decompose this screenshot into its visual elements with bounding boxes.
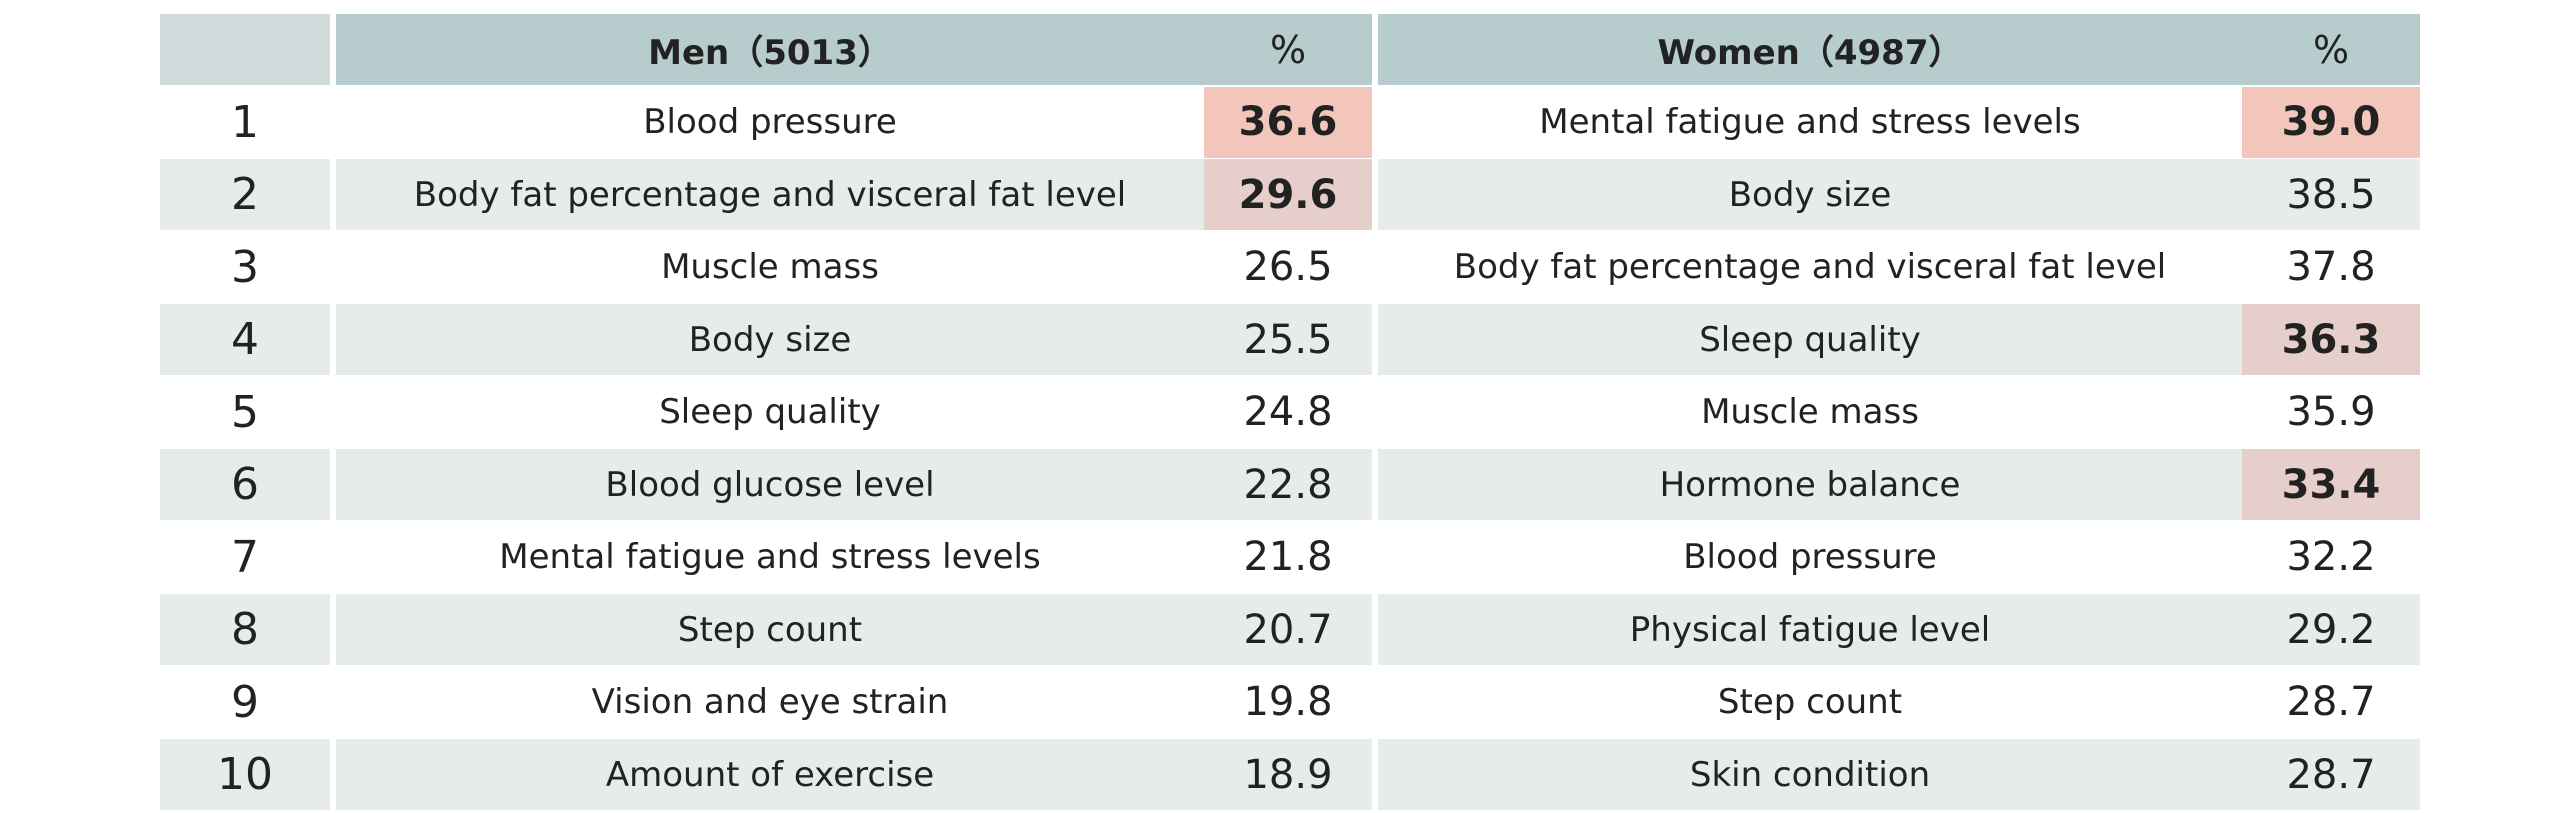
table-row: 1 Blood pressure 36.6 Mental fatigue and st… (160, 86, 2420, 158)
men-pct-cell: 22.8 (1204, 449, 1372, 520)
men-item-cell: Step count (336, 594, 1204, 665)
women-pct-cell: 28.7 (2286, 679, 2376, 725)
men-pct-cell: 18.9 (1204, 739, 1372, 810)
table-row: 6 Blood glucose level 22.8 Hormone balance 3… (160, 449, 2420, 520)
women-item-cell: Body size (1378, 159, 2242, 230)
table-row: 5 Sleep quality 24.8 Muscle mass 35.9 (160, 377, 2420, 448)
men-item-cell: Body size (336, 304, 1204, 375)
women-item-cell: Skin condition (1378, 739, 2242, 810)
table-row: 4 Body size 25.5 Sleep quality 36.3 (160, 304, 2420, 375)
men-item-cell: Muscle mass (661, 247, 879, 287)
rank-cell: 9 (231, 676, 259, 728)
women-pct-cell: 35.9 (2286, 389, 2376, 435)
women-pct-cell: 39.0 (2242, 86, 2420, 158)
rank-cell: 4 (160, 304, 330, 375)
women-item-cell: Physical fatigue level (1378, 594, 2242, 665)
rank-cell: 5 (231, 386, 259, 438)
women-pct-header: % (2242, 14, 2420, 85)
table-row: 9 Vision and eye strain 19.8 Step count 28.7 (160, 667, 2420, 738)
men-item-cell: Amount of exercise (336, 739, 1204, 810)
men-pct-cell: 36.6 (1204, 86, 1372, 158)
men-item-cell: Blood pressure (643, 102, 897, 142)
men-pct-cell: 21.8 (1243, 534, 1333, 580)
rank-cell: 8 (160, 594, 330, 665)
women-item-cell: Body fat percentage and visceral fat lev… (1453, 247, 2167, 287)
table-row: 10 Amount of exercise 18.9 Skin condition 28… (160, 739, 2420, 810)
men-pct-cell: 24.8 (1243, 389, 1333, 435)
rank-cell: 3 (231, 241, 259, 293)
women-item-cell: Step count (1717, 682, 1903, 722)
men-pct-header: % (1204, 14, 1372, 85)
men-pct-cell: 29.6 (1204, 159, 1372, 230)
women-item-cell: Mental fatigue and stress levels (1539, 102, 2081, 142)
women-pct-cell: 28.7 (2242, 739, 2420, 810)
header-row: Men（5013） % Women（4987） % (160, 14, 2420, 85)
women-pct-cell: 29.2 (2242, 594, 2420, 665)
women-header: Women（4987） (1378, 14, 2242, 85)
men-item-cell: Mental fatigue and stress levels (499, 537, 1041, 577)
rank-cell: 2 (160, 159, 330, 230)
men-item-cell: Sleep quality (659, 392, 881, 432)
women-pct-cell: 33.4 (2242, 449, 2420, 520)
men-header: Men（5013） (336, 14, 1204, 85)
men-item-cell: Body fat percentage and visceral fat lev… (336, 159, 1204, 230)
women-item-cell: Hormone balance (1378, 449, 2242, 520)
rank-cell: 10 (160, 739, 330, 810)
rank-cell: 6 (160, 449, 330, 520)
women-pct-cell: 32.2 (2286, 534, 2376, 580)
women-item-cell: Muscle mass (1701, 392, 1919, 432)
women-pct-cell: 37.8 (2286, 244, 2376, 290)
men-pct-cell: 19.8 (1243, 679, 1333, 725)
women-pct-cell: 36.3 (2242, 304, 2420, 375)
rank-cell: 1 (231, 96, 259, 148)
women-pct-cell: 38.5 (2242, 159, 2420, 230)
women-item-cell: Sleep quality (1378, 304, 2242, 375)
women-item-cell: Blood pressure (1683, 537, 1937, 577)
table-row: 3 Muscle mass 26.5 Body fat percentage and … (160, 232, 2420, 303)
men-pct-cell: 20.7 (1204, 594, 1372, 665)
men-item-cell: Vision and eye strain (591, 682, 949, 722)
men-item-cell: Blood glucose level (336, 449, 1204, 520)
men-pct-cell: 26.5 (1243, 244, 1333, 290)
rank-header (160, 14, 330, 85)
rank-cell: 7 (231, 531, 259, 583)
table-row: 2 Body fat percentage and visceral fat le… (160, 159, 2420, 230)
men-pct-cell: 25.5 (1204, 304, 1372, 375)
table-row: 8 Step count 20.7 Physical fatigue level 29.… (160, 594, 2420, 665)
table-row: 7 Mental fatigue and stress levels 21.8 Blo… (160, 522, 2420, 593)
